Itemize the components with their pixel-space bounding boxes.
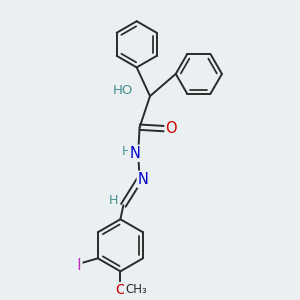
Text: N: N <box>129 146 140 161</box>
Text: O: O <box>166 121 177 136</box>
Text: CH₃: CH₃ <box>125 284 147 296</box>
Text: HO: HO <box>112 84 133 97</box>
Text: O: O <box>115 283 126 297</box>
Text: N: N <box>138 172 148 187</box>
Text: H: H <box>109 194 119 206</box>
Text: I: I <box>76 258 81 273</box>
Text: H: H <box>122 145 132 158</box>
